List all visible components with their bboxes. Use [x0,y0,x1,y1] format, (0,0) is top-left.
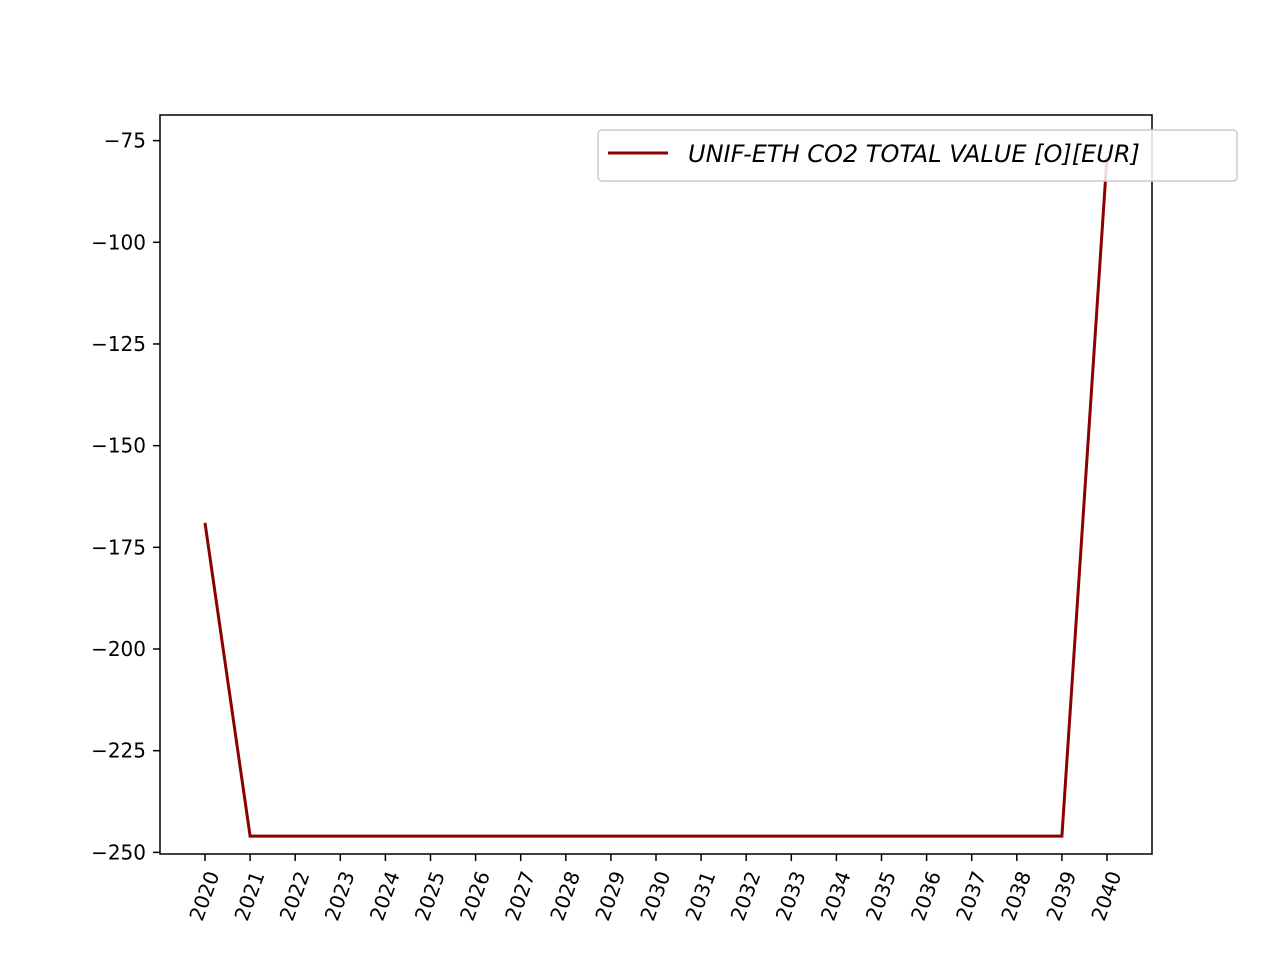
x-tick-label: 2030 [635,868,675,924]
y-tick-label: −125 [91,332,146,356]
y-tick-label: −75 [104,129,146,153]
x-tick-label: 2020 [184,868,224,924]
plot-frame [159,114,1153,855]
legend-box [597,129,1238,182]
x-tick-label: 2031 [680,868,720,924]
x-tick-label: 2028 [545,868,585,924]
x-tick-label: 2034 [816,868,856,924]
x-tick-label: 2032 [726,868,766,924]
x-tick-label: 2038 [996,868,1036,924]
x-tick-label: 2033 [771,868,811,924]
y-tick-label: −225 [91,739,146,763]
y-tick-label: −100 [91,230,146,254]
x-tick-label: 2035 [861,868,901,924]
legend-label: UNIF-ETH CO2 TOTAL VALUE [O][EUR] [688,140,1140,168]
x-tick-label: 2024 [365,868,405,924]
x-tick-label: 2036 [906,868,946,924]
x-tick-label: 2021 [229,868,269,924]
y-tick-label: −175 [91,535,146,559]
x-tick-label: 2040 [1086,868,1126,924]
x-axis: 2020 2021 2022 2023 2024 2025 2026 2027 2028 2029… [184,854,1126,924]
x-tick-label: 2023 [320,868,360,924]
y-tick-label: −200 [91,637,146,661]
y-axis: −75 −100 −125 −150 −175 −200 −225 −250 [91,129,160,864]
x-tick-label: 2029 [590,868,630,924]
x-tick-label: 2025 [410,868,450,924]
x-tick-label: 2027 [500,868,540,924]
x-tick-label: 2026 [455,868,495,924]
y-tick-label: −250 [91,840,146,864]
x-tick-label: 2022 [275,868,315,924]
y-tick-label: −150 [91,434,146,458]
x-tick-label: 2037 [951,868,991,924]
plot-area [160,115,1152,854]
x-tick-label: 2039 [1041,868,1081,924]
legend: UNIF-ETH CO2 TOTAL VALUE [O][EUR] [597,129,1238,182]
series-line [203,156,1109,838]
